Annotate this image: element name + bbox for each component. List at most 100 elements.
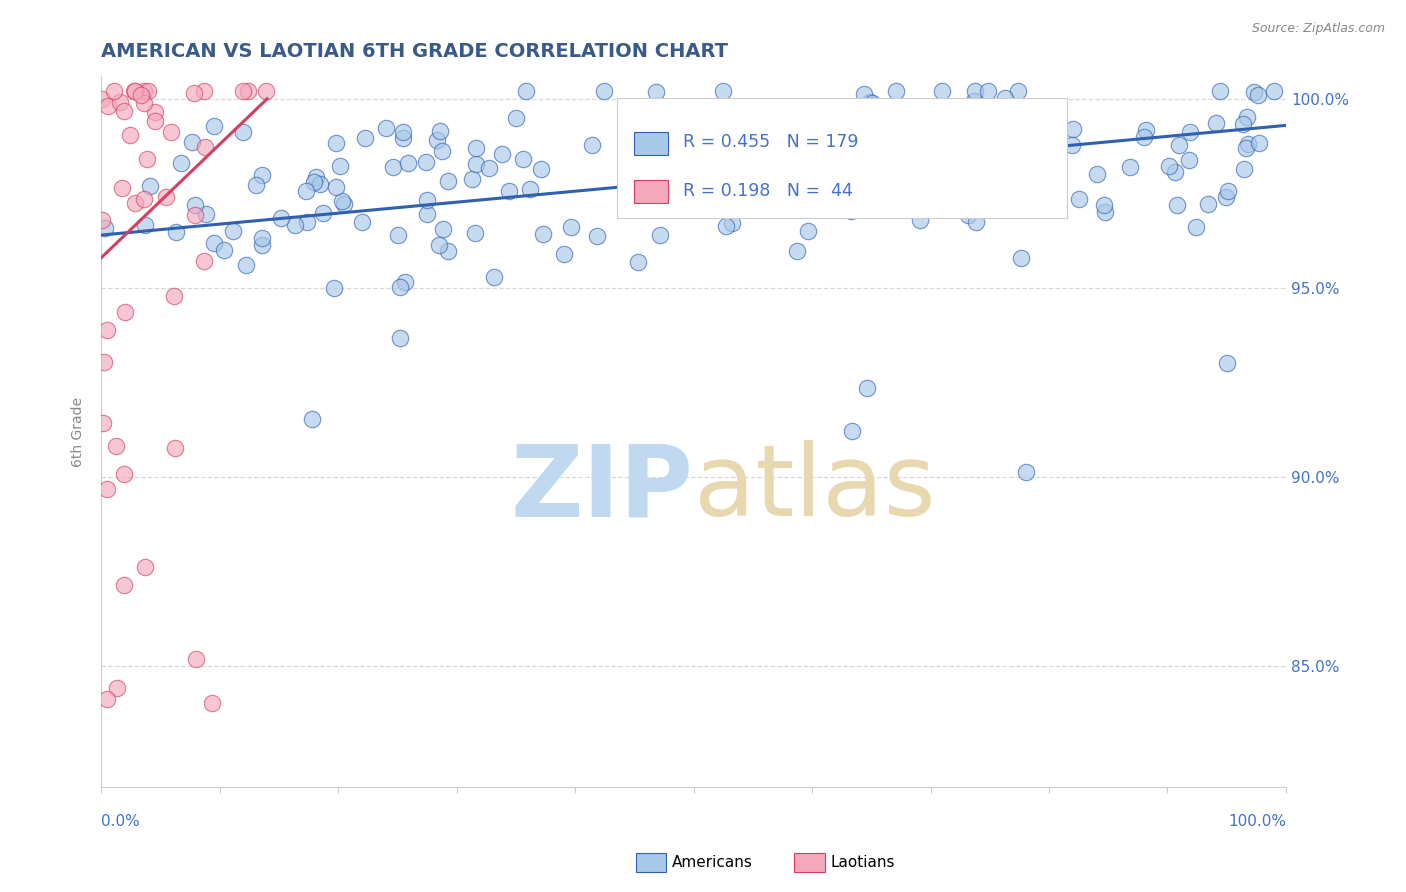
Point: [908, 213, 931, 227]
Point: [980, 114, 1002, 128]
Point: [1168, 137, 1191, 152]
Text: ZIP: ZIP: [510, 440, 693, 537]
Point: [301, 412, 323, 426]
Point: [1094, 205, 1116, 219]
Point: [232, 84, 254, 98]
Point: [852, 87, 875, 102]
Point: [1232, 117, 1254, 131]
Point: [96, 482, 118, 496]
Point: [284, 219, 307, 233]
Point: [997, 177, 1019, 191]
Point: [304, 175, 326, 189]
Point: [980, 201, 1002, 215]
Point: [134, 218, 156, 232]
Point: [685, 167, 707, 181]
Point: [250, 238, 273, 252]
Point: [974, 194, 997, 209]
Point: [647, 134, 669, 148]
Point: [758, 165, 780, 179]
Point: [464, 226, 486, 240]
Point: [138, 84, 160, 98]
Point: [1133, 130, 1156, 145]
Point: [515, 84, 537, 98]
Point: [394, 275, 416, 289]
Point: [759, 100, 782, 114]
Point: [252, 231, 274, 245]
Point: [232, 125, 254, 139]
Point: [931, 84, 953, 98]
Point: [193, 84, 215, 98]
Point: [132, 95, 155, 110]
Point: [1166, 198, 1188, 212]
Point: [953, 101, 976, 115]
Point: [124, 84, 146, 98]
Text: R = 0.198   N =  44: R = 0.198 N = 44: [683, 182, 852, 200]
Point: [245, 178, 267, 192]
Point: [1209, 84, 1232, 98]
Point: [134, 84, 156, 98]
Point: [392, 125, 415, 139]
Point: [350, 215, 373, 229]
Point: [254, 84, 277, 98]
Point: [312, 206, 335, 220]
Point: [765, 154, 787, 169]
Point: [963, 94, 986, 108]
Point: [530, 161, 553, 176]
Point: [183, 208, 205, 222]
Point: [111, 181, 134, 195]
Text: 0.0%: 0.0%: [101, 814, 141, 829]
Point: [831, 139, 853, 153]
Point: [1092, 198, 1115, 212]
Point: [114, 305, 136, 319]
Point: [166, 225, 188, 239]
Point: [465, 141, 488, 155]
Point: [90, 212, 112, 227]
Point: [965, 215, 987, 229]
Point: [91, 92, 114, 106]
Point: [143, 105, 166, 120]
Point: [721, 216, 744, 230]
Point: [638, 168, 661, 182]
Point: [184, 651, 207, 665]
Point: [512, 153, 534, 167]
Point: [160, 125, 183, 139]
Point: [953, 114, 976, 128]
Point: [124, 196, 146, 211]
Point: [388, 331, 411, 345]
Point: [782, 134, 804, 148]
Point: [1263, 84, 1285, 98]
Point: [162, 289, 184, 303]
Point: [1234, 141, 1257, 155]
Point: [96, 323, 118, 337]
Text: AMERICAN VS LAOTIAN 6TH GRADE CORRELATION CHART: AMERICAN VS LAOTIAN 6TH GRADE CORRELATIO…: [101, 42, 728, 61]
Point: [183, 87, 205, 101]
Point: [801, 123, 824, 137]
Text: 100.0%: 100.0%: [1227, 814, 1286, 829]
Point: [859, 95, 882, 110]
Point: [627, 255, 650, 269]
Point: [644, 99, 666, 113]
Point: [1021, 173, 1043, 187]
Point: [1040, 103, 1063, 117]
Point: [91, 416, 114, 430]
Point: [1243, 85, 1265, 99]
Point: [155, 189, 177, 203]
Point: [235, 258, 257, 272]
Point: [894, 171, 917, 186]
Point: [689, 101, 711, 115]
Y-axis label: 6th Grade: 6th Grade: [72, 397, 86, 467]
Point: [195, 207, 218, 221]
Point: [295, 215, 318, 229]
Point: [194, 140, 217, 154]
Point: [134, 192, 156, 206]
Point: [505, 111, 527, 125]
Point: [633, 123, 655, 137]
Point: [183, 197, 205, 211]
Point: [1060, 138, 1083, 153]
Point: [1135, 123, 1157, 137]
Point: [381, 161, 404, 175]
Point: [432, 144, 454, 158]
Point: [1015, 189, 1038, 203]
Point: [714, 219, 737, 234]
Text: Americans: Americans: [672, 855, 754, 870]
